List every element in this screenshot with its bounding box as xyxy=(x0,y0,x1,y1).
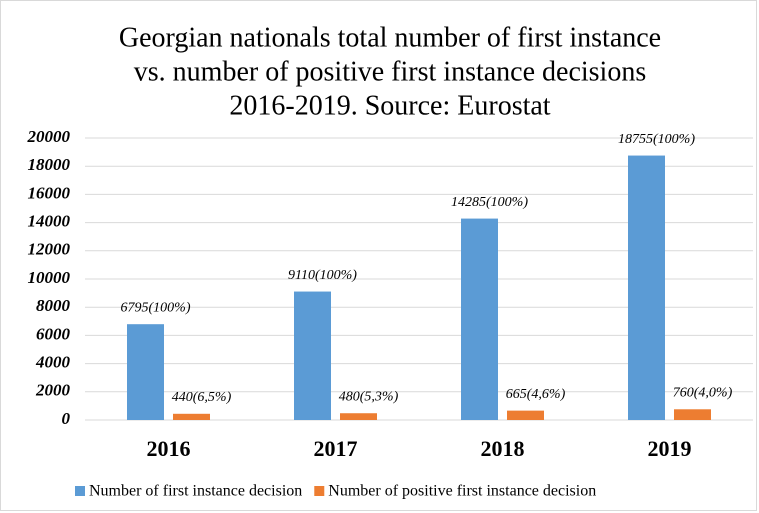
data-label: 480(5,3%) xyxy=(339,389,399,404)
legend-swatch xyxy=(314,486,325,496)
bar xyxy=(340,413,377,420)
y-tick-label: 0 xyxy=(62,409,71,428)
data-label: 6795(100%) xyxy=(121,300,191,315)
y-tick-label: 18000 xyxy=(28,155,71,174)
chart-title: vs. number of positive first instance de… xyxy=(134,56,646,87)
data-label: 440(6,5%) xyxy=(172,390,232,405)
chart-title: 2016-2019. Source: Eurostat xyxy=(229,90,550,121)
y-tick-label: 16000 xyxy=(28,183,71,202)
data-label: 665(4,6%) xyxy=(506,387,566,402)
data-label: 18755(100%) xyxy=(618,132,695,147)
legend-label: Number of first instance decision xyxy=(89,483,302,500)
x-tick-label: 2019 xyxy=(648,436,692,461)
bar xyxy=(507,410,544,420)
bar xyxy=(294,291,331,420)
data-label: 9110(100%) xyxy=(288,268,357,283)
bar xyxy=(173,413,210,420)
bar xyxy=(628,155,665,420)
y-tick-label: 14000 xyxy=(28,212,71,231)
legend-swatch xyxy=(75,486,85,496)
y-tick-label: 12000 xyxy=(28,240,71,259)
bar xyxy=(674,409,711,420)
chart-title: Georgian nationals total number of first… xyxy=(119,22,661,53)
y-tick-label: 4000 xyxy=(35,353,71,372)
data-label: 760(4,0%) xyxy=(673,386,733,401)
legend-label: Number of positive first instance decisi… xyxy=(328,483,596,500)
y-tick-label: 8000 xyxy=(36,296,71,315)
y-tick-label: 10000 xyxy=(28,268,71,287)
data-label: 14285(100%) xyxy=(451,195,528,210)
x-tick-label: 2016 xyxy=(147,436,191,461)
y-tick-label: 2000 xyxy=(35,381,71,400)
x-tick-label: 2017 xyxy=(314,436,358,461)
bar xyxy=(461,218,498,420)
x-tick-label: 2018 xyxy=(481,436,525,461)
y-tick-label: 6000 xyxy=(36,324,71,343)
y-tick-label: 20000 xyxy=(27,127,71,146)
bar xyxy=(127,324,164,420)
